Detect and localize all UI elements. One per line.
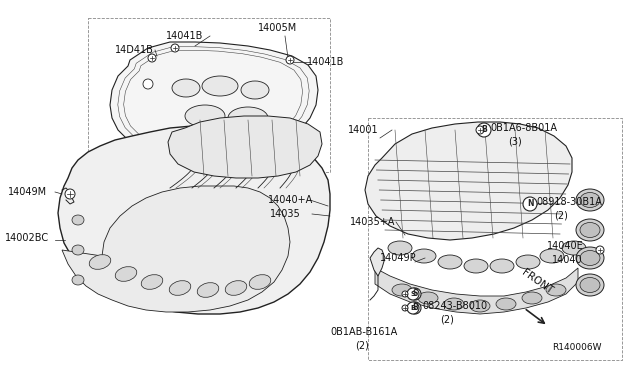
Circle shape [171,44,179,52]
Text: 14041B: 14041B [166,31,204,41]
Text: 14040E: 14040E [547,241,584,251]
Text: 0B1A6-8B01A: 0B1A6-8B01A [490,123,557,133]
Text: R140006W: R140006W [552,343,602,353]
Polygon shape [370,248,385,276]
Text: B: B [481,125,487,135]
Ellipse shape [576,189,604,211]
Text: 14002BC: 14002BC [5,233,49,243]
Polygon shape [62,186,290,312]
Ellipse shape [418,292,438,304]
Text: 14005M: 14005M [258,23,297,33]
Text: S: S [412,289,418,298]
Ellipse shape [576,247,604,269]
Ellipse shape [546,284,566,296]
Ellipse shape [185,105,225,127]
Ellipse shape [202,76,238,96]
Text: 0B1AB-B161A: 0B1AB-B161A [330,327,397,337]
Ellipse shape [169,280,191,295]
Ellipse shape [576,219,604,241]
Ellipse shape [470,300,490,312]
Text: 14040: 14040 [552,255,582,265]
Polygon shape [58,126,330,314]
Ellipse shape [438,255,462,269]
Ellipse shape [522,292,542,304]
Ellipse shape [190,140,240,156]
Text: (3): (3) [508,137,522,147]
Ellipse shape [172,79,200,97]
Circle shape [407,288,419,300]
Circle shape [402,291,408,297]
Ellipse shape [388,241,412,255]
Text: 14035+A: 14035+A [350,217,396,227]
Ellipse shape [516,255,540,269]
Circle shape [409,302,421,314]
Ellipse shape [72,245,84,255]
Ellipse shape [580,192,600,208]
Ellipse shape [540,249,564,263]
Polygon shape [365,122,572,240]
Text: 08918-30B1A: 08918-30B1A [536,197,602,207]
Text: 14040+A: 14040+A [268,195,313,205]
Ellipse shape [89,255,111,269]
Circle shape [65,189,75,199]
Polygon shape [168,116,322,178]
Text: N: N [527,199,533,208]
Text: B: B [412,304,418,312]
Text: (2): (2) [355,341,369,351]
Ellipse shape [562,241,586,255]
Ellipse shape [115,267,137,281]
Ellipse shape [490,259,514,273]
Ellipse shape [249,275,271,289]
Ellipse shape [496,298,516,310]
Ellipse shape [141,275,163,289]
Text: FRONT: FRONT [520,267,555,296]
Ellipse shape [464,259,488,273]
Ellipse shape [412,249,436,263]
Circle shape [402,305,408,311]
Circle shape [476,126,484,134]
Text: (2): (2) [440,315,454,325]
Text: B: B [410,305,415,311]
Bar [88,18,330,172]
Ellipse shape [72,275,84,285]
Text: 14049P: 14049P [380,253,417,263]
Polygon shape [110,42,318,160]
Text: 14D41B: 14D41B [115,45,154,55]
Circle shape [409,288,421,300]
Text: 14041B: 14041B [307,57,344,67]
Ellipse shape [580,278,600,292]
Circle shape [286,56,294,64]
Ellipse shape [241,81,269,99]
Text: 14035: 14035 [270,209,301,219]
Ellipse shape [225,280,247,295]
Text: 14049M: 14049M [8,187,47,197]
Circle shape [148,54,156,62]
Ellipse shape [576,274,604,296]
Circle shape [596,246,604,254]
Text: S: S [410,291,415,297]
Text: (2): (2) [554,211,568,221]
Circle shape [407,302,419,314]
Ellipse shape [580,222,600,237]
Ellipse shape [392,284,412,296]
Polygon shape [375,268,578,314]
Ellipse shape [228,107,268,129]
Circle shape [477,123,491,137]
Circle shape [523,197,537,211]
Text: 14001: 14001 [348,125,379,135]
Circle shape [143,79,153,89]
Text: 08243-B8010: 08243-B8010 [422,301,487,311]
Ellipse shape [197,283,219,297]
Ellipse shape [444,298,464,310]
Ellipse shape [580,250,600,266]
Ellipse shape [72,215,84,225]
